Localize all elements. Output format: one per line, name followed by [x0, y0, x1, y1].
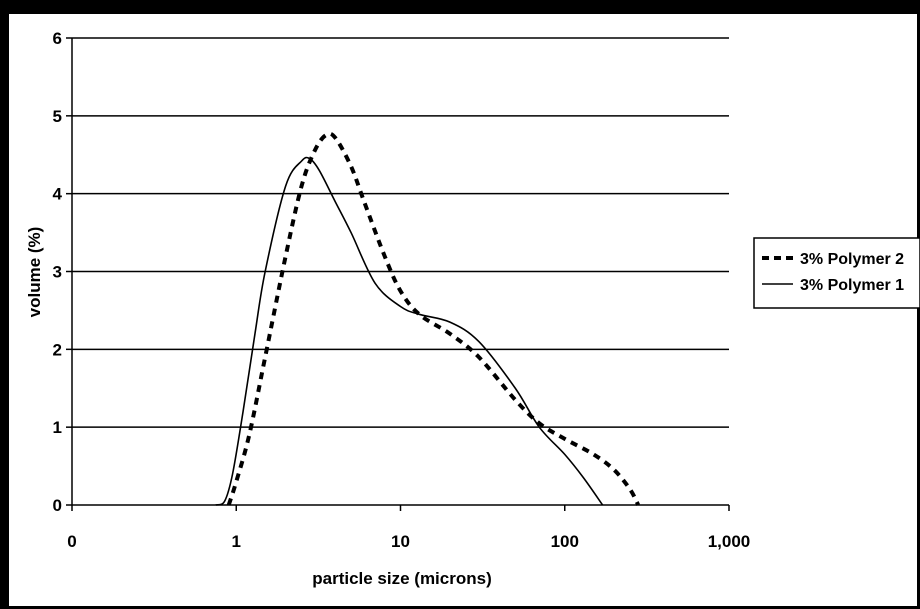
x-tick-label: 100: [551, 532, 579, 551]
legend-label-polymer-1: 3% Polymer 1: [800, 277, 904, 294]
series-line-polymer-2: [226, 131, 640, 506]
legend-label-polymer-2: 3% Polymer 2: [800, 251, 904, 268]
y-tick-label: 5: [53, 107, 62, 126]
series-line-polymer-1: [215, 156, 604, 506]
y-tick-label: 2: [53, 340, 62, 359]
grid-layer: [72, 37, 729, 428]
y-tick-label: 3: [53, 263, 62, 282]
y-axis-title: volume (%): [25, 227, 44, 318]
x-tick-label: 1,000: [708, 532, 751, 551]
legend-box: [753, 237, 920, 309]
legend: 3% Polymer 2 3% Polymer 1: [753, 237, 920, 309]
y-tick-label: 4: [53, 185, 63, 204]
y-tick-label: 6: [53, 29, 62, 48]
series-layer: [215, 131, 640, 506]
x-tick-label: 1: [232, 532, 241, 551]
x-axis-title: particle size (microns): [312, 569, 492, 588]
tick-layer: 0 1 2 3 4 5 6 0 1 10 100 1,000: [53, 29, 751, 551]
y-tick-label: 0: [53, 496, 62, 515]
axis-layer: [66, 37, 730, 511]
x-tick-label: 10: [391, 532, 410, 551]
y-tick-label: 1: [53, 418, 62, 437]
x-tick-label: 0: [67, 532, 76, 551]
